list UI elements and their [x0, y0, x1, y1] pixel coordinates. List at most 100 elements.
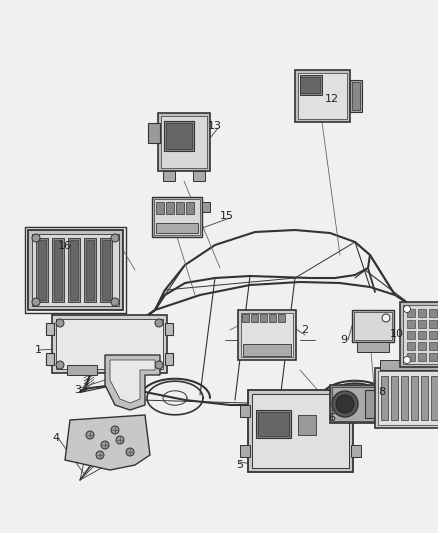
Polygon shape — [65, 415, 150, 470]
Bar — [165, 323, 173, 335]
Text: 8: 8 — [378, 387, 385, 397]
Text: 4: 4 — [53, 433, 60, 443]
Bar — [351, 445, 361, 457]
Circle shape — [382, 314, 390, 322]
Circle shape — [56, 319, 64, 327]
Circle shape — [403, 357, 410, 364]
Circle shape — [86, 431, 94, 439]
Bar — [407, 331, 415, 339]
Bar — [330, 385, 380, 423]
Bar — [240, 405, 250, 417]
Circle shape — [116, 436, 124, 444]
Bar — [298, 415, 316, 435]
Bar — [241, 313, 293, 357]
Polygon shape — [105, 355, 160, 410]
Bar — [411, 376, 418, 420]
Bar — [52, 238, 64, 302]
Bar — [381, 376, 388, 420]
Bar — [86, 240, 94, 300]
Bar — [156, 202, 164, 214]
Bar — [407, 320, 415, 328]
Circle shape — [32, 298, 40, 306]
Circle shape — [155, 319, 163, 327]
Circle shape — [32, 234, 40, 242]
Bar — [407, 309, 415, 317]
Bar — [70, 240, 78, 300]
Bar — [352, 310, 394, 342]
Bar — [258, 412, 289, 436]
Circle shape — [111, 234, 119, 242]
Bar — [256, 410, 291, 438]
Bar — [429, 342, 437, 350]
Bar — [46, 323, 54, 335]
Bar — [351, 405, 361, 417]
Bar — [429, 320, 437, 328]
Bar — [300, 77, 320, 93]
Bar — [298, 73, 347, 119]
Bar — [380, 360, 438, 370]
Bar — [84, 238, 96, 302]
Bar — [418, 331, 426, 339]
Bar — [251, 314, 258, 322]
Bar — [403, 305, 438, 364]
Bar — [100, 238, 112, 302]
Bar — [418, 342, 426, 350]
Bar — [102, 240, 110, 300]
Circle shape — [332, 391, 358, 417]
Bar — [354, 312, 392, 340]
Bar — [240, 445, 250, 457]
Bar — [350, 80, 362, 112]
Bar — [391, 376, 398, 420]
Bar — [163, 171, 175, 181]
Bar — [400, 302, 438, 367]
Bar — [52, 315, 167, 373]
Bar — [165, 353, 173, 365]
Circle shape — [336, 395, 354, 413]
Bar — [252, 394, 349, 468]
Bar — [186, 202, 194, 214]
Text: 5: 5 — [237, 460, 244, 470]
Text: 2: 2 — [301, 325, 308, 335]
Bar — [418, 309, 426, 317]
Circle shape — [111, 298, 119, 306]
Text: 10: 10 — [390, 329, 404, 339]
Text: 9: 9 — [340, 335, 348, 345]
Bar — [164, 121, 194, 151]
Bar — [429, 331, 437, 339]
Bar — [28, 230, 123, 310]
Bar — [365, 390, 383, 418]
Bar — [38, 240, 46, 300]
Bar — [176, 202, 184, 214]
Bar — [193, 171, 205, 181]
Circle shape — [126, 448, 134, 456]
Bar — [56, 319, 163, 369]
Text: 6: 6 — [328, 413, 336, 423]
Bar — [148, 123, 160, 143]
Bar — [429, 353, 437, 361]
Text: 15: 15 — [220, 211, 234, 221]
Bar — [418, 353, 426, 361]
Text: 13: 13 — [208, 121, 222, 131]
Bar — [332, 387, 378, 421]
Text: 3: 3 — [74, 385, 81, 395]
Bar — [407, 353, 415, 361]
Bar — [375, 368, 438, 428]
Polygon shape — [110, 360, 155, 403]
Circle shape — [101, 441, 109, 449]
Bar — [54, 240, 62, 300]
Bar — [260, 314, 267, 322]
Bar — [32, 234, 119, 306]
Bar — [352, 82, 360, 110]
Bar — [46, 353, 54, 365]
Circle shape — [56, 361, 64, 369]
Bar — [295, 70, 350, 122]
Bar — [68, 238, 80, 302]
Bar — [431, 376, 438, 420]
Bar — [407, 342, 415, 350]
Bar — [67, 365, 97, 375]
Bar — [154, 199, 200, 235]
Text: 16: 16 — [58, 241, 72, 251]
Bar — [378, 371, 438, 425]
Text: 12: 12 — [325, 94, 339, 104]
Bar — [421, 376, 428, 420]
